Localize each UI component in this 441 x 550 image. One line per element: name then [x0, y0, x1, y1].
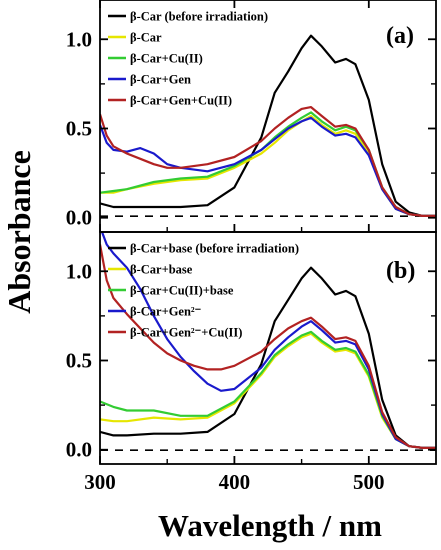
series-line-b-3: [100, 330, 436, 449]
legend-label-a-5: β-Car+Gen+Cu(II): [130, 94, 232, 108]
series-line-a-3: [100, 111, 436, 217]
x-tick-label-2: 500: [353, 470, 385, 494]
series-line-a-4: [100, 116, 436, 217]
series-line-b-5: [100, 244, 436, 449]
legend-label-a-2: β-Car: [130, 31, 162, 45]
y-ticks-a: 0.0 0.5 1.0: [66, 27, 436, 230]
y-tick-label-a-1: 0.5: [66, 116, 92, 140]
x-ticks: 300 400 500: [84, 0, 385, 494]
y-axis-title: Absorbance: [1, 150, 37, 314]
x-axis-title: Wavelength / nm: [158, 508, 382, 543]
legend-label-a-1: β-Car (before irradiation): [130, 10, 268, 24]
legend-label-a-4: β-Car+Gen: [130, 73, 191, 87]
y-ticks-b: 0.0 0.5 1.0: [66, 259, 436, 462]
legend-label-b-3: β-Car+Cu(II)+base: [130, 284, 234, 298]
series-group-a: [100, 34, 436, 217]
y-tick-label-a-2: 1.0: [66, 27, 92, 51]
panel-b: 0.0 0.5 1.0 (b) β-Car+base (before irradia…: [66, 232, 436, 462]
x-tick-label-0: 300: [84, 470, 116, 494]
legend-a: β-Car (before irradiation) β-Car β-Car+Cu(…: [108, 10, 268, 108]
series-line-b-1: [100, 266, 436, 449]
y-tick-label-b-2: 1.0: [66, 259, 92, 283]
panel-a: 0.0 0.5 1.0 (a) β-Car (before irradiation)…: [66, 10, 436, 230]
panel-label-b: (b): [386, 258, 415, 284]
legend-label-b-1: β-Car+base (before irradiation): [130, 242, 299, 256]
panel-label-a: (a): [386, 23, 414, 49]
y-tick-label-a-0: 0.0: [66, 206, 92, 230]
y-tick-label-b-1: 0.5: [66, 348, 92, 372]
series-line-a-5: [100, 106, 436, 217]
series-line-a-1: [100, 34, 436, 217]
legend-label-b-4: β-Car+Gen²⁻: [130, 305, 202, 319]
legend-label-b-2: β-Car+base: [130, 263, 193, 277]
series-group-b: [100, 232, 436, 449]
legend-label-b-5: β-Car+Gen²⁻+Cu(II): [130, 326, 242, 340]
series-line-b-2: [100, 332, 436, 449]
frame-b: [99, 231, 437, 465]
legend-b: β-Car+base (before irradiation) β-Car+bas…: [108, 242, 299, 340]
y-tick-label-b-0: 0.0: [66, 438, 92, 462]
legend-label-a-3: β-Car+Cu(II): [130, 52, 203, 66]
x-tick-label-1: 400: [219, 470, 251, 494]
series-line-a-2: [100, 114, 436, 217]
